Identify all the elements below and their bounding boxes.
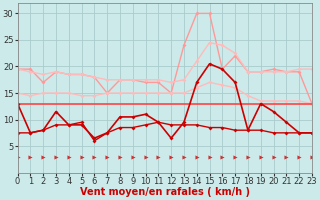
X-axis label: Vent moyen/en rafales ( km/h ): Vent moyen/en rafales ( km/h ) xyxy=(80,187,250,197)
